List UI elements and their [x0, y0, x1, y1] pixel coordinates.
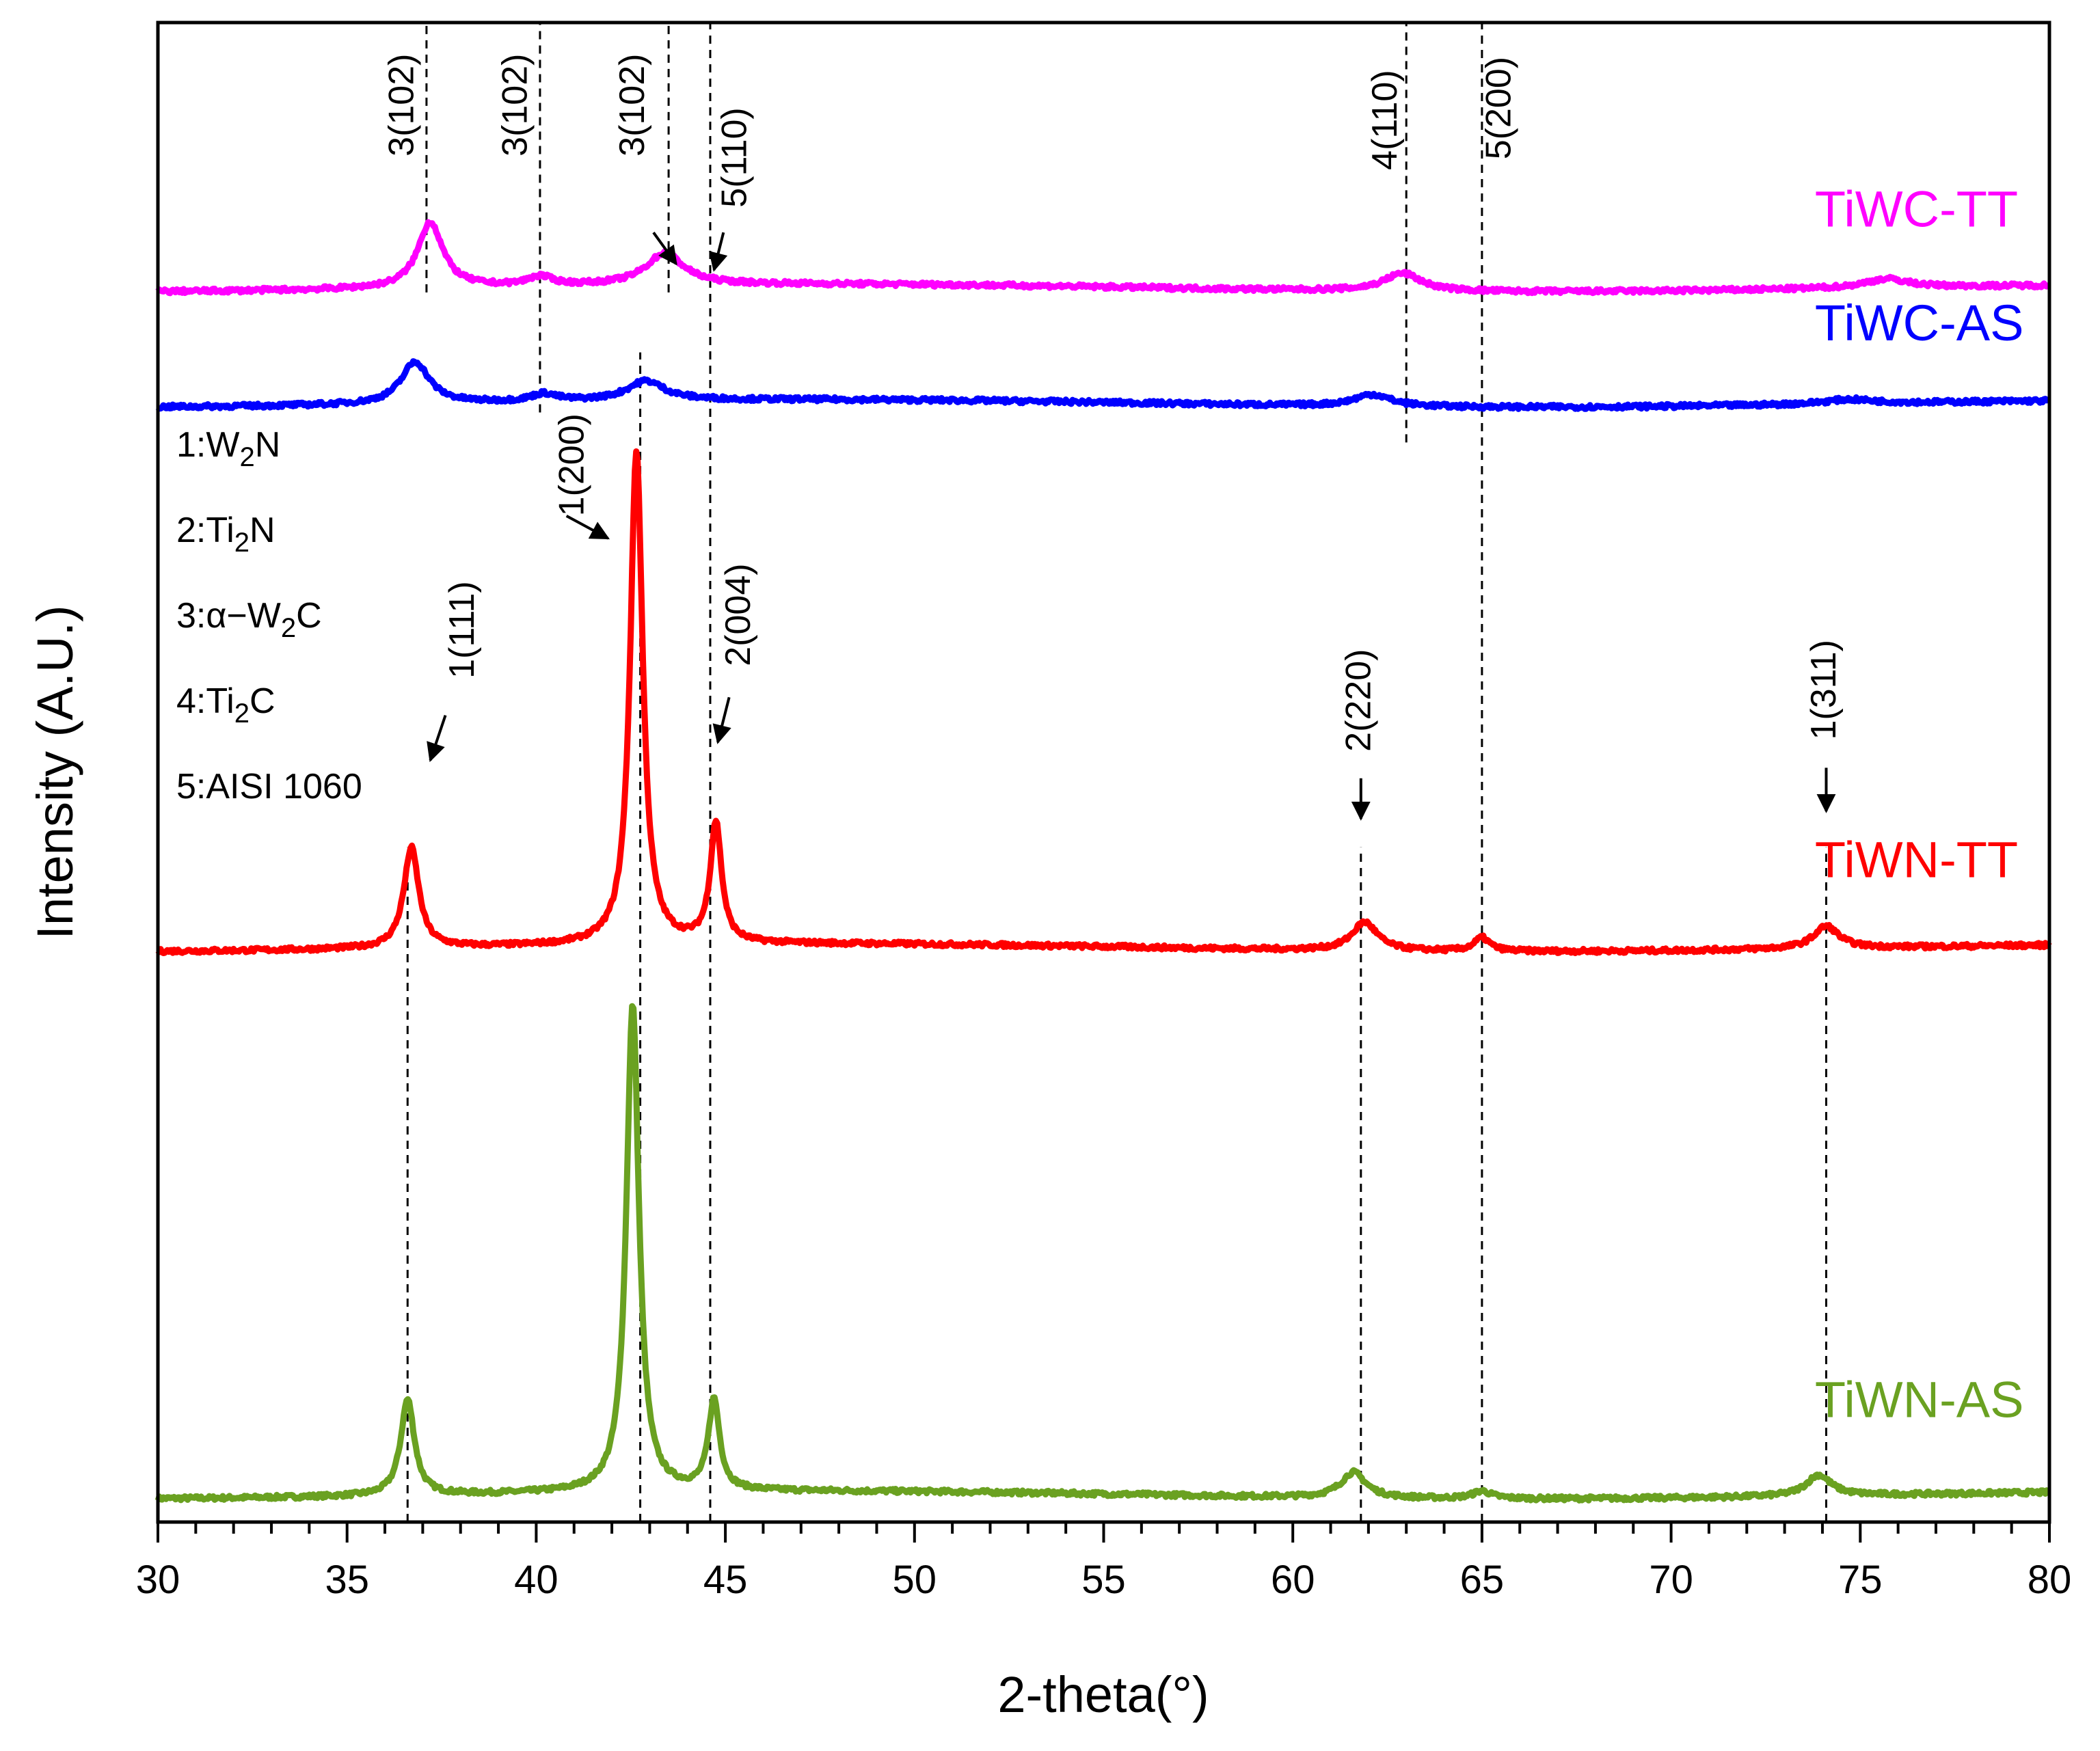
- peak-arrow: [652, 231, 677, 266]
- peak-label: 1(111): [442, 581, 482, 679]
- legend-entry: 3:α−W2C: [176, 596, 322, 643]
- legend-entry-subscript: 2: [234, 698, 250, 729]
- legend-entry-suffix: C: [250, 681, 275, 721]
- series-name-label: TiWN-TT: [1815, 832, 2018, 888]
- peak-label: 3(102): [381, 54, 421, 157]
- x-tick-label: 70: [1649, 1558, 1693, 1602]
- peak-labels: 3(102) 3(102) 3(102) 5(110) 4(110) 5(200) 1(20…: [381, 54, 1844, 752]
- legend-entry-prefix: 5:AISI 1060: [176, 767, 362, 806]
- series-curves: [154, 219, 2052, 1504]
- peak-label: 1(311): [1804, 640, 1844, 739]
- y-axis-title: Intensity (A.U.): [27, 605, 83, 939]
- series-labels: TiWC-TT TiWC-AS TiWN-TT TiWN-AS: [1815, 180, 2024, 1428]
- peak-label: 3(102): [495, 54, 535, 157]
- x-tick-label: 50: [893, 1558, 937, 1602]
- legend-entry: 2:Ti2N: [176, 511, 275, 558]
- peak-arrow: [709, 232, 728, 272]
- legend-entry: 4:Ti2C: [176, 681, 275, 729]
- peak-arrow: [427, 714, 447, 763]
- x-tick-label: 65: [1460, 1558, 1505, 1602]
- legend-entry-subscript: 2: [234, 528, 250, 558]
- peak-label: 1(200): [552, 413, 591, 516]
- peak-arrow: [712, 696, 731, 744]
- legend-entry-subscript: 2: [239, 442, 254, 472]
- peak-arrows: [427, 231, 1836, 821]
- legend-entry: 5:AISI 1060: [176, 767, 362, 806]
- series-curve: [155, 219, 2051, 297]
- x-axis-title: 2-theta(°): [997, 1666, 1209, 1723]
- x-tick-label: 35: [325, 1558, 369, 1602]
- series-curve: [155, 358, 2051, 412]
- x-tick-label: 60: [1271, 1558, 1315, 1602]
- x-tick-label: 55: [1081, 1558, 1126, 1602]
- legend-entry-prefix: 3:α−W: [176, 596, 281, 636]
- legend-entry-suffix: N: [255, 425, 281, 465]
- series-name-label: TiWC-AS: [1815, 295, 2024, 351]
- peak-label: 3(102): [612, 54, 652, 157]
- legend-entry-suffix: N: [250, 511, 275, 550]
- legend-entry-prefix: 2:Ti: [176, 511, 234, 550]
- legend-entry-prefix: 4:Ti: [176, 681, 234, 721]
- x-tick-label: 45: [703, 1558, 748, 1602]
- series-curve: [155, 448, 2052, 956]
- peak-label: 2(220): [1339, 649, 1379, 752]
- legend-entry-subscript: 2: [281, 613, 296, 643]
- peak-label: 5(110): [714, 107, 754, 207]
- legend-entry: 1:W2N: [176, 425, 280, 472]
- reference-lines: [406, 23, 1827, 1522]
- peak-label: 5(200): [1479, 57, 1518, 159]
- x-tick-label: 75: [1838, 1558, 1883, 1602]
- peak-label: 2(004): [718, 563, 758, 666]
- x-tick-label: 30: [136, 1558, 180, 1602]
- series-name-label: TiWC-TT: [1815, 180, 2018, 237]
- legend-entry-suffix: C: [296, 596, 322, 636]
- legend-entry-prefix: 1:W: [176, 425, 239, 465]
- x-axis-ticks: 30 35 40 45 50 55 60 65 70 75 80: [136, 1522, 2072, 1602]
- x-tick-label: 40: [514, 1558, 558, 1602]
- series-name-label: TiWN-AS: [1815, 1371, 2024, 1428]
- series-curve: [154, 1003, 2051, 1504]
- peak-label: 4(110): [1365, 70, 1405, 169]
- peak-arrow: [565, 515, 610, 540]
- x-tick-label: 80: [2028, 1558, 2072, 1602]
